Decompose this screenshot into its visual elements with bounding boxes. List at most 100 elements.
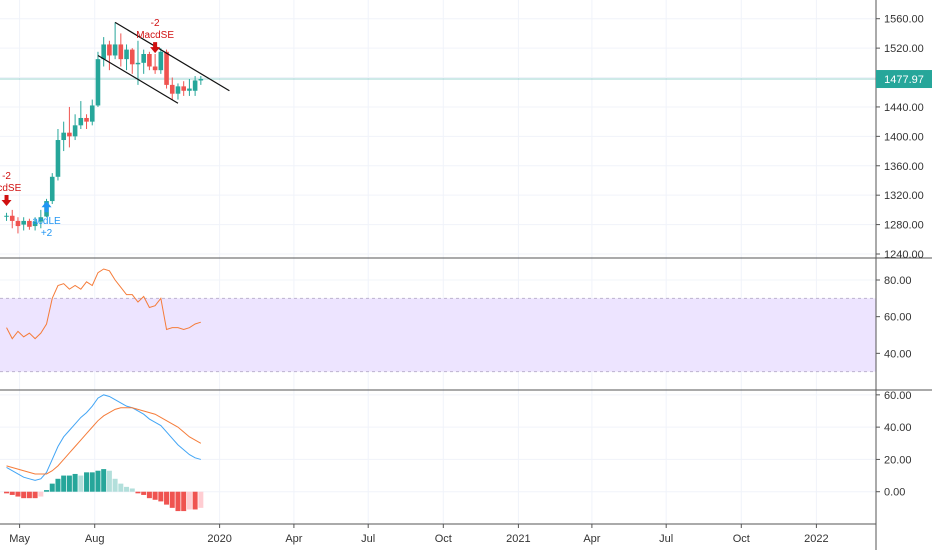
macd-histogram-bar[interactable]	[135, 491, 141, 494]
candle-body[interactable]	[55, 140, 61, 177]
macd-histogram-bar[interactable]	[72, 473, 78, 492]
candle-body[interactable]	[21, 220, 26, 225]
price-tick-label: 1440.00	[884, 102, 924, 114]
candle-body[interactable]	[9, 215, 15, 221]
signal-label-top: acdLE	[32, 216, 61, 227]
macd-histogram-bar[interactable]	[112, 478, 118, 492]
macd-signal-line[interactable]	[6, 407, 202, 475]
candle-body[interactable]	[187, 88, 192, 91]
price-tick-label: 1320.00	[884, 190, 924, 202]
macd-histogram-bar[interactable]	[169, 491, 175, 508]
price-tick-label: 1280.00	[884, 220, 924, 232]
candle-body[interactable]	[124, 49, 129, 60]
candle-body[interactable]	[112, 44, 118, 56]
macd-histogram-bar[interactable]	[186, 491, 192, 510]
macd-histogram-bar[interactable]	[129, 488, 135, 492]
macd-histogram-bar[interactable]	[4, 491, 10, 494]
candle-body[interactable]	[84, 117, 89, 122]
rsi-tick-label: 80.00	[884, 275, 912, 287]
candle-body[interactable]	[61, 132, 66, 141]
candle-body[interactable]	[49, 176, 55, 202]
candle-body[interactable]	[38, 217, 44, 222]
macd-histogram-bar[interactable]	[158, 491, 164, 502]
candle-body[interactable]	[147, 54, 152, 67]
trend-channel-line[interactable]	[97, 54, 179, 104]
candle-body[interactable]	[107, 44, 112, 56]
macd-histogram-bar[interactable]	[181, 491, 187, 512]
macd-histogram-bar[interactable]	[95, 470, 101, 492]
rsi-line[interactable]	[6, 268, 201, 340]
time-tick-label: Apr	[583, 533, 600, 545]
price-tick-label: 1400.00	[884, 131, 924, 143]
candle-body[interactable]	[181, 86, 186, 91]
macd-histogram-bar[interactable]	[118, 483, 124, 492]
candle-body[interactable]	[152, 66, 158, 71]
candle-body[interactable]	[164, 51, 169, 85]
macd-histogram-bar[interactable]	[192, 491, 198, 510]
macd-panel[interactable]	[4, 394, 204, 512]
macd-tick-label: 60.00	[884, 390, 912, 402]
time-tick-label: Oct	[733, 533, 750, 545]
macd-histogram-bar[interactable]	[78, 475, 84, 492]
candle-body[interactable]	[95, 59, 101, 106]
time-tick-label: Oct	[435, 533, 452, 545]
time-tick-label: 2020	[207, 533, 231, 545]
time-tick-label: May	[9, 533, 30, 545]
trend-channel-line[interactable]	[114, 21, 230, 92]
macd-histogram-bar[interactable]	[49, 483, 55, 492]
price-tick-label: 1520.00	[884, 43, 924, 55]
macd-histogram-bar[interactable]	[164, 491, 170, 505]
macd-histogram-bar[interactable]	[44, 490, 50, 492]
macd-line[interactable]	[6, 394, 201, 481]
candle-body[interactable]	[198, 79, 204, 81]
candle-body[interactable]	[175, 86, 181, 94]
macd-histogram-bar[interactable]	[175, 491, 181, 512]
macd-histogram-bar[interactable]	[26, 491, 32, 499]
macd-histogram-bar[interactable]	[89, 472, 95, 492]
sell-arrow-icon	[150, 42, 161, 54]
macd-histogram-bar[interactable]	[152, 491, 158, 500]
macd-histogram-bar[interactable]	[141, 491, 147, 495]
last-price-label: 1477.97	[884, 74, 924, 86]
macd-histogram-bar[interactable]	[101, 469, 107, 492]
last-price-badge	[876, 70, 932, 89]
candle-body[interactable]	[192, 80, 198, 91]
candle-body[interactable]	[27, 220, 32, 227]
candle-body[interactable]	[158, 51, 164, 71]
rsi-band	[0, 298, 876, 372]
candle-body[interactable]	[32, 221, 38, 227]
rsi-tick-label: 40.00	[884, 348, 912, 360]
candle-body[interactable]	[135, 62, 141, 65]
macd-histogram-bar[interactable]	[9, 491, 15, 495]
macd-histogram-bar[interactable]	[106, 470, 112, 492]
macd-histogram-bar[interactable]	[198, 491, 204, 508]
candle-body[interactable]	[15, 220, 21, 227]
macd-histogram-bar[interactable]	[38, 491, 44, 497]
candle-body[interactable]	[169, 84, 175, 94]
macd-histogram-bar[interactable]	[15, 491, 21, 497]
rsi-panel[interactable]	[0, 268, 876, 373]
candle-body[interactable]	[89, 105, 95, 122]
candle-body[interactable]	[141, 54, 146, 63]
macd-histogram-bar[interactable]	[146, 491, 152, 499]
time-tick-label: Jul	[361, 533, 375, 545]
macd-histogram-bar[interactable]	[61, 475, 67, 492]
macd-histogram-bar[interactable]	[66, 475, 72, 492]
candle-body[interactable]	[129, 49, 135, 65]
candle-body[interactable]	[101, 44, 106, 60]
macd-histogram-bar[interactable]	[21, 491, 27, 499]
candle-body[interactable]	[4, 215, 9, 217]
candle-body[interactable]	[72, 125, 78, 137]
macd-histogram-bar[interactable]	[32, 491, 38, 499]
candle-body[interactable]	[78, 117, 84, 126]
macd-histogram-bar[interactable]	[84, 472, 90, 492]
macd-histogram-bar[interactable]	[124, 486, 130, 492]
macd-histogram-bar[interactable]	[55, 478, 61, 492]
candle-body[interactable]	[118, 44, 124, 60]
candle-body[interactable]	[67, 132, 72, 137]
